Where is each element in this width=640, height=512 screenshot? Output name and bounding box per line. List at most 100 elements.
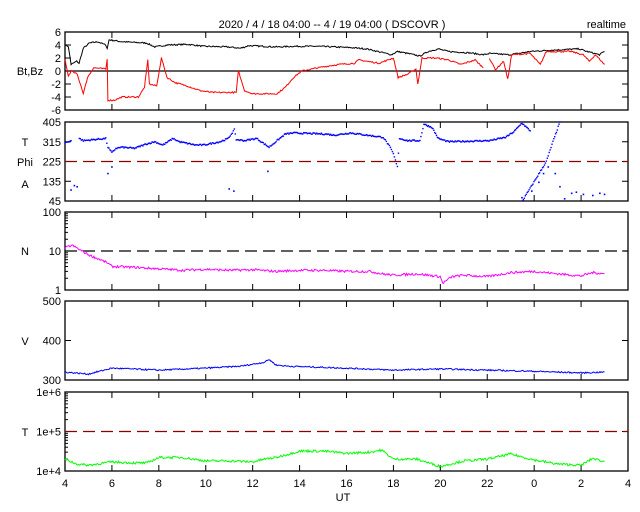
phi-point (262, 142, 265, 144)
phi-point (456, 140, 458, 143)
phi-point (527, 190, 529, 193)
phi-point (464, 140, 467, 143)
phi-point (378, 135, 381, 138)
phi-point (265, 144, 267, 146)
phi-point (306, 132, 309, 135)
phi-point (460, 141, 462, 143)
phi-point (303, 131, 305, 134)
phi-point (191, 143, 193, 146)
phi-point (182, 141, 184, 143)
phi-point (400, 138, 403, 140)
phi-point (313, 132, 315, 134)
phi-point (231, 132, 234, 134)
phi-point (302, 133, 304, 135)
phi-point (89, 140, 91, 142)
phi-point (276, 139, 278, 141)
phi-point (282, 135, 285, 137)
phi-point (197, 144, 200, 147)
phi-angle-y-tick-label: 315 (43, 137, 61, 149)
phi-point (524, 125, 526, 127)
phi-point (405, 139, 407, 142)
phi-point (502, 136, 505, 138)
phi-point (153, 141, 155, 144)
phi-point (370, 134, 372, 137)
phi-point (97, 137, 100, 140)
phi-point (213, 142, 215, 145)
phi-point (521, 200, 524, 202)
phi-point (301, 133, 303, 135)
phi-point (106, 142, 108, 144)
phi-point (329, 133, 332, 135)
phi-point (415, 140, 417, 142)
phi-point (429, 125, 431, 128)
phi-point (181, 141, 183, 144)
phi-point (381, 137, 384, 139)
phi-point (471, 140, 473, 143)
phi-point (336, 134, 338, 136)
phi-point (382, 137, 385, 139)
phi-point (203, 143, 206, 146)
phi-point (164, 141, 167, 144)
phi-point (232, 130, 235, 132)
phi-point (244, 140, 247, 142)
density-y-tick-label: 100 (43, 207, 61, 219)
phi-point (226, 137, 229, 140)
phi-point (174, 139, 176, 141)
bt-series-line (64, 38, 605, 66)
phi-point (516, 127, 519, 129)
phi-angle-y-label: Phi (17, 157, 33, 169)
phi-point (316, 132, 318, 134)
phi-point (424, 123, 426, 126)
phi-point (354, 133, 357, 135)
phi-point (127, 147, 130, 149)
phi-point (362, 134, 364, 136)
phi-point (513, 129, 516, 132)
temperature-y-tick-label: 1e+6 (36, 387, 61, 399)
phi-point (406, 139, 408, 141)
phi-point (365, 134, 367, 136)
phi-point (551, 143, 553, 145)
phi-point (480, 140, 482, 142)
phi-point (515, 127, 518, 130)
phi-point (320, 132, 323, 134)
phi-point (531, 190, 533, 192)
phi-point (270, 145, 272, 147)
phi-point (246, 138, 248, 141)
phi-point (495, 139, 497, 141)
phi-point (490, 139, 492, 141)
phi-point (295, 131, 297, 134)
phi-point (453, 141, 455, 143)
phi-point (65, 141, 67, 143)
phi-point (538, 172, 540, 175)
phi-point (401, 138, 403, 140)
phi-point (418, 140, 420, 142)
phi-point (360, 133, 362, 135)
phi-point (91, 139, 94, 141)
x-tick-label: 6 (109, 478, 115, 490)
phi-point (423, 123, 425, 126)
phi-point (290, 132, 292, 134)
phi-point (395, 163, 398, 165)
phi-point (478, 140, 480, 142)
phi-point (247, 139, 249, 141)
phi-point (342, 133, 344, 136)
phi-point (68, 141, 70, 143)
phi-point (242, 140, 245, 142)
phi-point (462, 140, 464, 142)
phi-point (163, 143, 166, 145)
phi-point (269, 145, 271, 147)
phi-point (440, 138, 442, 140)
phi-point (111, 151, 113, 153)
phi-point (315, 133, 317, 135)
phi-point (94, 139, 97, 141)
phi-point (271, 144, 273, 146)
phi-point (207, 143, 210, 145)
phi-point (343, 133, 345, 135)
phi-point (184, 141, 186, 144)
phi-point (245, 139, 248, 142)
phi-point (248, 138, 250, 140)
phi-point (263, 143, 266, 146)
phi-point (286, 132, 288, 135)
phi-point (563, 198, 566, 200)
phi-point (196, 144, 199, 146)
